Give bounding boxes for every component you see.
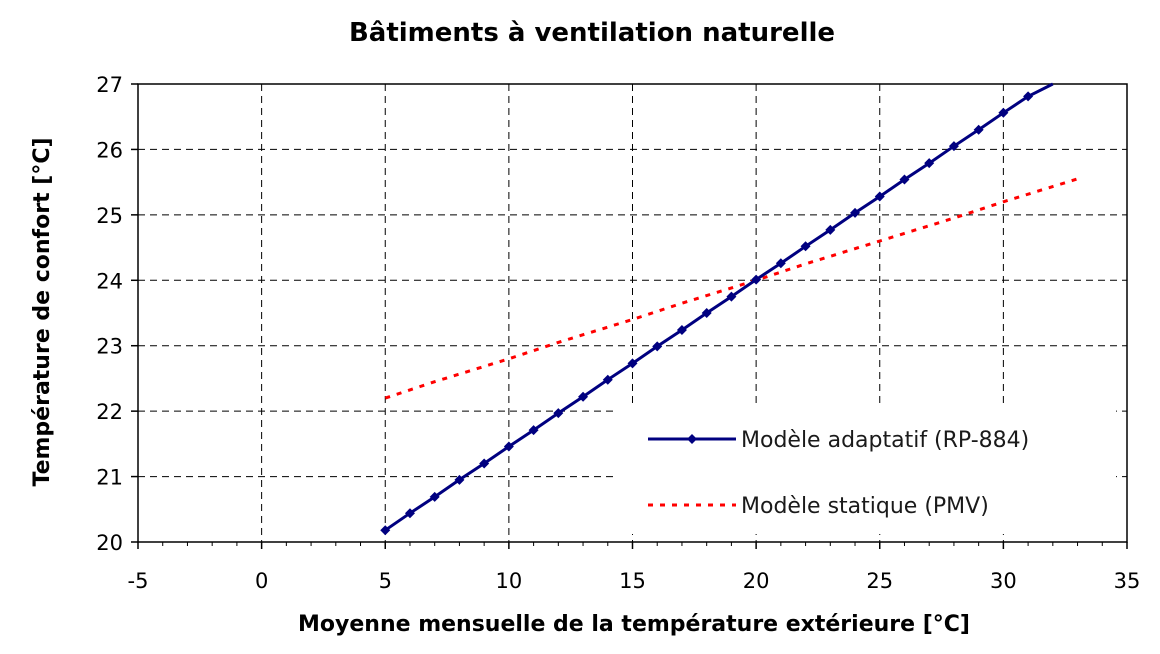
series-adaptatif-point [948, 141, 959, 152]
y-tick-label: 24 [96, 269, 123, 293]
x-tick-label: 10 [496, 569, 523, 593]
y-tick-label: 26 [96, 138, 123, 162]
series-adaptatif-line [384, 82, 1054, 532]
series-group [380, 82, 1078, 536]
x-axis-label: Moyenne mensuelle de la température exté… [298, 612, 970, 637]
series-adaptatif-point [503, 441, 514, 452]
series-adaptatif-point [899, 174, 910, 185]
x-tick-label: 0 [255, 569, 268, 593]
y-tick-label: 20 [96, 531, 123, 555]
series-adaptatif-point [652, 341, 663, 352]
series-adaptatif-point [775, 258, 786, 269]
series-adaptatif-point [874, 191, 885, 202]
series-adaptatif-point [973, 124, 984, 135]
y-tick-label: 22 [96, 400, 123, 424]
axes: -5 0 5 10 15 20 25 30 35 20 21 22 23 24 25 26 27 [96, 73, 1140, 593]
series-adaptatif-point [553, 408, 564, 419]
series-adaptatif-point [454, 474, 465, 485]
y-tick-label: 21 [96, 466, 123, 490]
series-adaptatif-point [924, 158, 935, 169]
series-adaptatif-point [726, 291, 737, 302]
chart-title: Bâtiments à ventilation naturelle [349, 18, 835, 48]
series-adaptatif-point [429, 491, 440, 502]
series-adaptatif-point [1023, 91, 1034, 102]
series-adaptatif-point [404, 508, 415, 519]
y-axis-label: Température de confort [°C] [30, 137, 55, 486]
x-tick-label: 25 [866, 569, 893, 593]
series-adaptatif-point [528, 425, 539, 436]
legend-label-statique: Modèle statique (PMV) [741, 494, 989, 519]
legend-box [616, 408, 1116, 534]
series-adaptatif-point [998, 107, 1009, 118]
x-tick-label: 20 [743, 569, 770, 593]
x-tick-label: 5 [379, 569, 392, 593]
y-tick-label: 25 [96, 204, 123, 228]
series-adaptatif-point [627, 358, 638, 369]
series-adaptatif-point [602, 374, 613, 385]
series-adaptatif-point [751, 274, 762, 285]
series-adaptatif-point [701, 308, 712, 318]
legend-label-adaptatif: Modèle adaptatif (RP-884) [741, 428, 1029, 453]
series-adaptatif-point [825, 224, 836, 235]
x-tick-label: 30 [990, 569, 1017, 593]
series-statique-line [384, 177, 1078, 400]
series-adaptatif-point [479, 458, 490, 469]
series-adaptatif-point [578, 391, 589, 402]
legend: Modèle adaptatif (RP-884) Modèle statiqu… [616, 408, 1116, 534]
x-tick-label: 35 [1114, 569, 1141, 593]
x-tick-label: 15 [619, 569, 646, 593]
series-adaptatif-point [380, 525, 391, 536]
series-adaptatif-point [850, 207, 861, 218]
series-adaptatif-point [800, 241, 811, 252]
y-tick-label: 23 [96, 335, 123, 359]
legend-marker-adaptatif [687, 434, 697, 444]
y-tick-label: 27 [96, 73, 123, 97]
series-adaptatif-point [676, 325, 687, 336]
x-tick-label: -5 [128, 569, 149, 593]
